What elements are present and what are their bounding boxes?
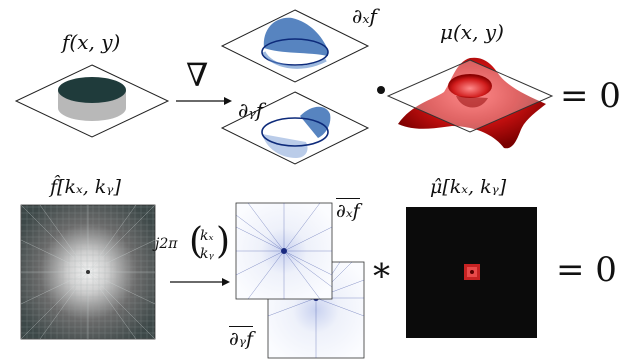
dx-label: ∂ₓf [352, 4, 377, 28]
spectral-arrow [170, 278, 230, 286]
multiplier-ky: kᵧ [200, 246, 214, 262]
dot-operator: • [0, 0, 1, 1]
bottom-equals: = 0 [556, 250, 617, 290]
spectrum-label: f̂[kₓ, kᵧ] [50, 176, 121, 198]
mu-surface [386, 57, 554, 149]
dx-spectrum-label: ∂ₓf [336, 198, 360, 222]
input-function-plane [14, 64, 170, 138]
multiplier-paren-close: ) [216, 221, 231, 262]
convolution-operator: ∗ [370, 250, 394, 290]
dx-plane [220, 9, 370, 83]
multiplier-label: j2π [155, 236, 178, 252]
input-spectrum [20, 204, 156, 340]
mu-label: μ(x, y) [440, 20, 504, 44]
gradient-arrow [176, 97, 232, 105]
dy-spectrum-label: ∂ᵧf [229, 326, 254, 350]
disk-top [58, 77, 126, 103]
dy-label: ∂ᵧf [238, 98, 264, 122]
input-function-label: f(x, y) [62, 30, 121, 54]
dot-operator-mark [377, 86, 385, 94]
multiplier-paren: ( [189, 221, 204, 262]
mu-spectrum [406, 207, 537, 338]
dx-spectrum [235, 202, 333, 300]
multiplier-kx: kₓ [200, 228, 214, 244]
gradient-operator: ∇ [186, 56, 209, 94]
top-equals: = 0 [560, 76, 621, 116]
dy-plane [220, 91, 370, 165]
mu-spectrum-label: μ̂[kₓ, kᵧ] [430, 176, 507, 198]
